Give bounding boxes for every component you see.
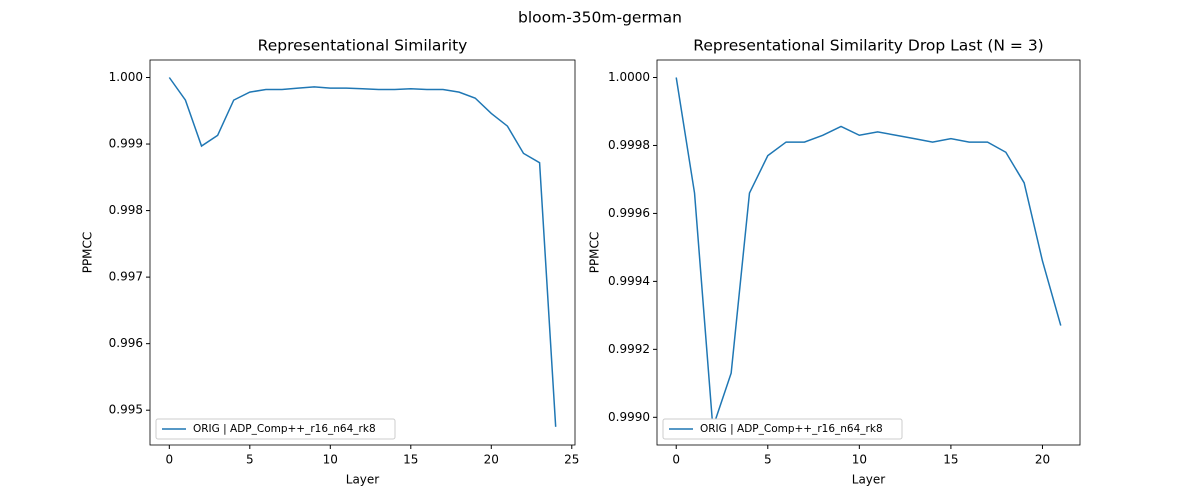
y-tick-label: 0.998: [109, 203, 143, 217]
axes-title: Representational Similarity Drop Last (N…: [693, 37, 1043, 55]
y-tick-label: 0.999: [109, 137, 143, 151]
legend-label: ORIG | ADP_Comp++_r16_n64_rk8: [700, 423, 883, 435]
y-tick-label: 0.997: [109, 270, 143, 284]
x-tick-label: 5: [246, 453, 254, 467]
y-tick-label: 0.9998: [608, 138, 650, 152]
y-tick-label: 0.9992: [608, 342, 650, 356]
y-tick-label: 0.996: [109, 336, 143, 350]
x-tick-label: 0: [672, 453, 680, 467]
y-tick-label: 1.000: [109, 70, 143, 84]
x-axis-label: Layer: [852, 473, 886, 487]
x-tick-label: 5: [764, 453, 772, 467]
y-axis-label: PPMCC: [81, 232, 95, 274]
y-tick-label: 0.9996: [608, 206, 650, 220]
data-line: [168, 77, 557, 427]
x-tick-label: 10: [323, 453, 338, 467]
x-axis-label: Layer: [346, 473, 380, 487]
axes-frame: [656, 59, 1081, 446]
x-tick-label: 15: [403, 453, 418, 467]
y-tick-label: 1.0000: [608, 70, 650, 84]
x-tick-label: 10: [852, 453, 867, 467]
y-tick-label: 0.9994: [608, 274, 650, 288]
y-tick-label: 0.9990: [608, 410, 650, 424]
y-tick-label: 0.995: [109, 403, 143, 417]
y-axis-label: PPMCC: [588, 232, 602, 274]
x-tick-label: 0: [165, 453, 173, 467]
data-line: [675, 77, 1062, 428]
legend-box: [155, 418, 396, 440]
legend-box: [662, 418, 903, 440]
axes-title: Representational Similarity: [258, 37, 468, 55]
x-tick-label: 20: [1035, 453, 1050, 467]
legend-label: ORIG | ADP_Comp++_r16_n64_rk8: [193, 423, 376, 435]
x-tick-label: 25: [564, 453, 579, 467]
figure-title: bloom-350m-german: [518, 9, 682, 27]
x-tick-label: 20: [484, 453, 499, 467]
axes-frame: [149, 59, 576, 446]
x-tick-label: 15: [943, 453, 958, 467]
